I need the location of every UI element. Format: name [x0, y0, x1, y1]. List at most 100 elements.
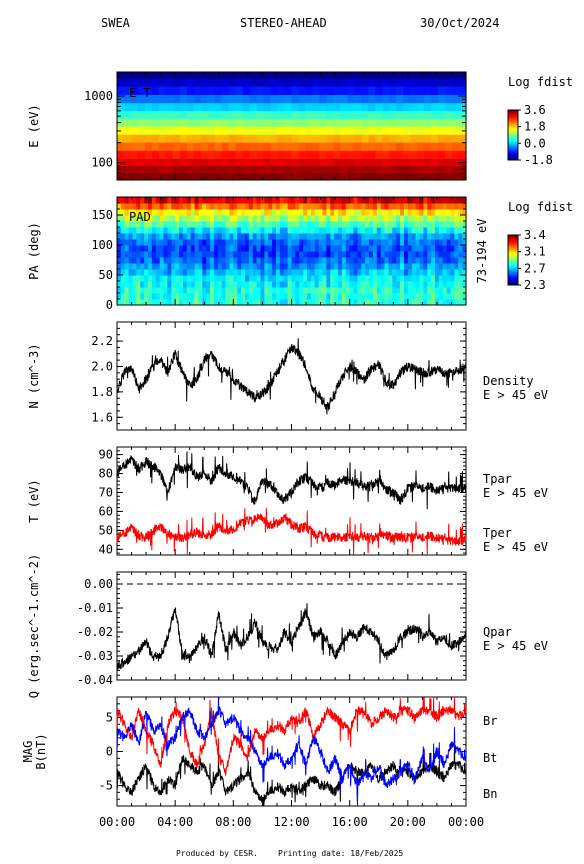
pad-cell: [322, 263, 327, 270]
pad-cell: [186, 227, 192, 234]
spectrogram-cell: [438, 142, 446, 152]
spectrogram-cell: [347, 134, 355, 144]
pad-cell: [403, 215, 409, 222]
pad-cell: [318, 257, 324, 264]
pad-cell: [283, 275, 289, 282]
pad-cell: [179, 251, 184, 258]
pad-cell: [241, 251, 246, 258]
pad-cell: [275, 263, 281, 270]
pad-cell: [345, 257, 351, 264]
pad-cell: [206, 287, 211, 294]
spectrogram-cell: [375, 173, 383, 181]
pad-cell: [462, 281, 467, 288]
spectrogram-cell: [333, 134, 341, 144]
pad-cell: [151, 221, 157, 228]
colorbar-segment: [508, 235, 518, 237]
pad-cell: [287, 221, 293, 228]
spectrogram-cell: [123, 72, 132, 80]
pad-cell: [175, 245, 180, 252]
pad-cell: [423, 203, 428, 210]
pad-cell: [338, 299, 343, 306]
pad-cell: [167, 275, 172, 282]
pad-cell: [330, 245, 335, 252]
pad-cell: [144, 257, 149, 264]
spectrogram-cell: [130, 150, 139, 160]
pad-cell: [314, 227, 320, 234]
pad-cell: [303, 233, 308, 240]
pad-cell: [217, 245, 223, 252]
spectrogram-cell: [375, 72, 383, 80]
pad-cell: [202, 275, 207, 282]
pad-cell: [384, 251, 390, 258]
pad-cell: [213, 293, 219, 300]
pad-cell: [295, 269, 300, 276]
pad-cell: [128, 287, 134, 294]
spectrogram-cell: [326, 166, 334, 174]
colorbar-segment: [508, 273, 518, 276]
pad-cell: [330, 233, 335, 240]
spectrogram-cell: [263, 111, 272, 120]
pad-cell: [411, 245, 417, 252]
pad-cell: [167, 263, 172, 270]
pad-cell: [454, 275, 459, 282]
pad-cell: [403, 233, 409, 240]
pad-cell: [345, 275, 351, 282]
pad-cell: [136, 251, 141, 258]
spectrogram-cell: [298, 94, 307, 104]
pad-cell: [392, 209, 397, 216]
pad-cell: [182, 269, 188, 276]
pad-cell: [136, 287, 141, 294]
pad-cell: [151, 293, 157, 300]
pad-cell: [248, 245, 254, 252]
spectrogram-cell: [117, 134, 125, 144]
pad-cell: [260, 209, 265, 216]
pad-cell: [357, 287, 362, 294]
pad-cell: [310, 269, 316, 276]
pad-cell: [361, 245, 366, 252]
pad-cell: [415, 281, 421, 288]
colorbar-segment: [508, 153, 518, 156]
pad-cell: [295, 275, 300, 282]
spectrogram-cell: [417, 150, 425, 160]
pad-cell: [434, 257, 440, 264]
spectrogram-cell: [431, 78, 439, 88]
colorbar-segment: [508, 151, 518, 153]
panel-3-y-tick-label: 50: [99, 523, 113, 537]
pad-cell: [210, 263, 215, 270]
pad-cell: [198, 281, 203, 288]
pad-cell: [357, 293, 362, 300]
colorbar-segment: [508, 118, 518, 121]
spectrogram-cell: [312, 78, 321, 88]
spectrogram-cell: [375, 158, 383, 167]
pad-cell: [275, 239, 281, 246]
spectrogram-cell: [186, 72, 195, 80]
spectrogram-cell: [137, 78, 146, 88]
spectrogram-cell: [263, 142, 272, 152]
pad-cell: [194, 245, 200, 252]
pad-cell: [272, 215, 277, 222]
pad-cell: [175, 209, 180, 216]
pad-cell: [334, 227, 339, 234]
spectrogram-cell: [445, 150, 453, 160]
pad-cell: [446, 233, 452, 240]
pad-cell: [330, 281, 335, 288]
pad-cell: [182, 299, 188, 306]
spectrogram-cell: [144, 78, 153, 88]
pad-cell: [341, 215, 347, 222]
pad-cell: [132, 215, 137, 222]
spectrogram-cell: [298, 78, 307, 88]
spectrogram-cell: [284, 150, 293, 160]
pad-cell: [341, 251, 347, 258]
pad-cell: [136, 209, 141, 216]
pad-cell: [268, 221, 273, 228]
pad-cell: [148, 215, 153, 222]
spacecraft-title: STEREO-AHEAD: [240, 16, 327, 30]
pad-cell: [194, 293, 200, 300]
pad-cell: [303, 257, 308, 264]
spectrogram-cell: [235, 166, 244, 174]
spectrogram-cell: [214, 118, 223, 128]
pad-cell: [136, 257, 141, 264]
spectrogram-cell: [284, 134, 293, 144]
pad-cell: [357, 263, 362, 270]
pad-cell: [182, 275, 188, 282]
